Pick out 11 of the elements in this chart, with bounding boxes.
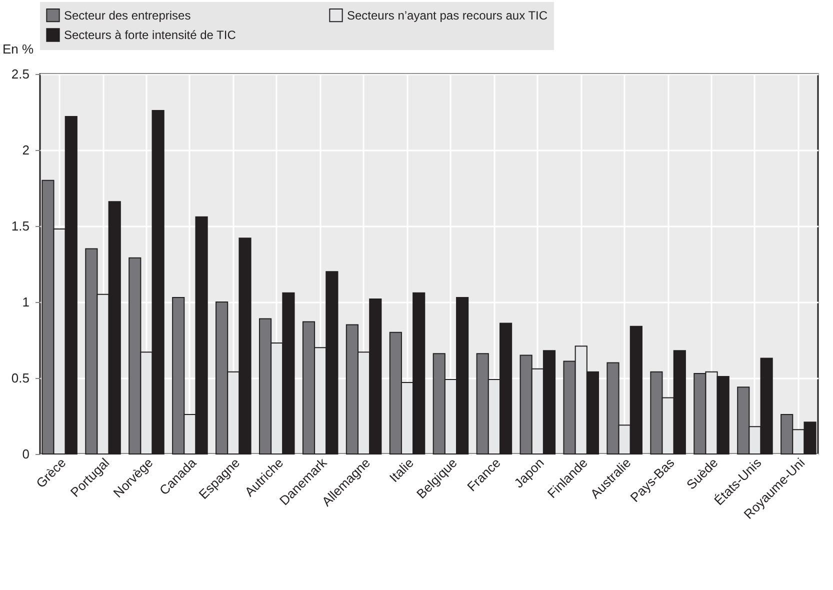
legend-label: Secteurs n’ayant pas recours aux TIC: [347, 8, 548, 22]
x-tick-label: Italie: [386, 455, 416, 486]
y-tick-label: 1: [22, 294, 30, 310]
legend-label: Secteurs à forte intensité de TIC: [64, 28, 236, 42]
y-tick-label: 0: [22, 446, 30, 462]
y-tick-label: 1.5: [11, 218, 30, 234]
y-tick-label: 2: [22, 142, 30, 158]
y-axis-title: En %: [2, 42, 34, 56]
y-tick-label: 2.5: [11, 66, 30, 82]
y-tick-label: 0.5: [11, 370, 30, 386]
legend-label: Secteur des entreprises: [64, 8, 191, 22]
